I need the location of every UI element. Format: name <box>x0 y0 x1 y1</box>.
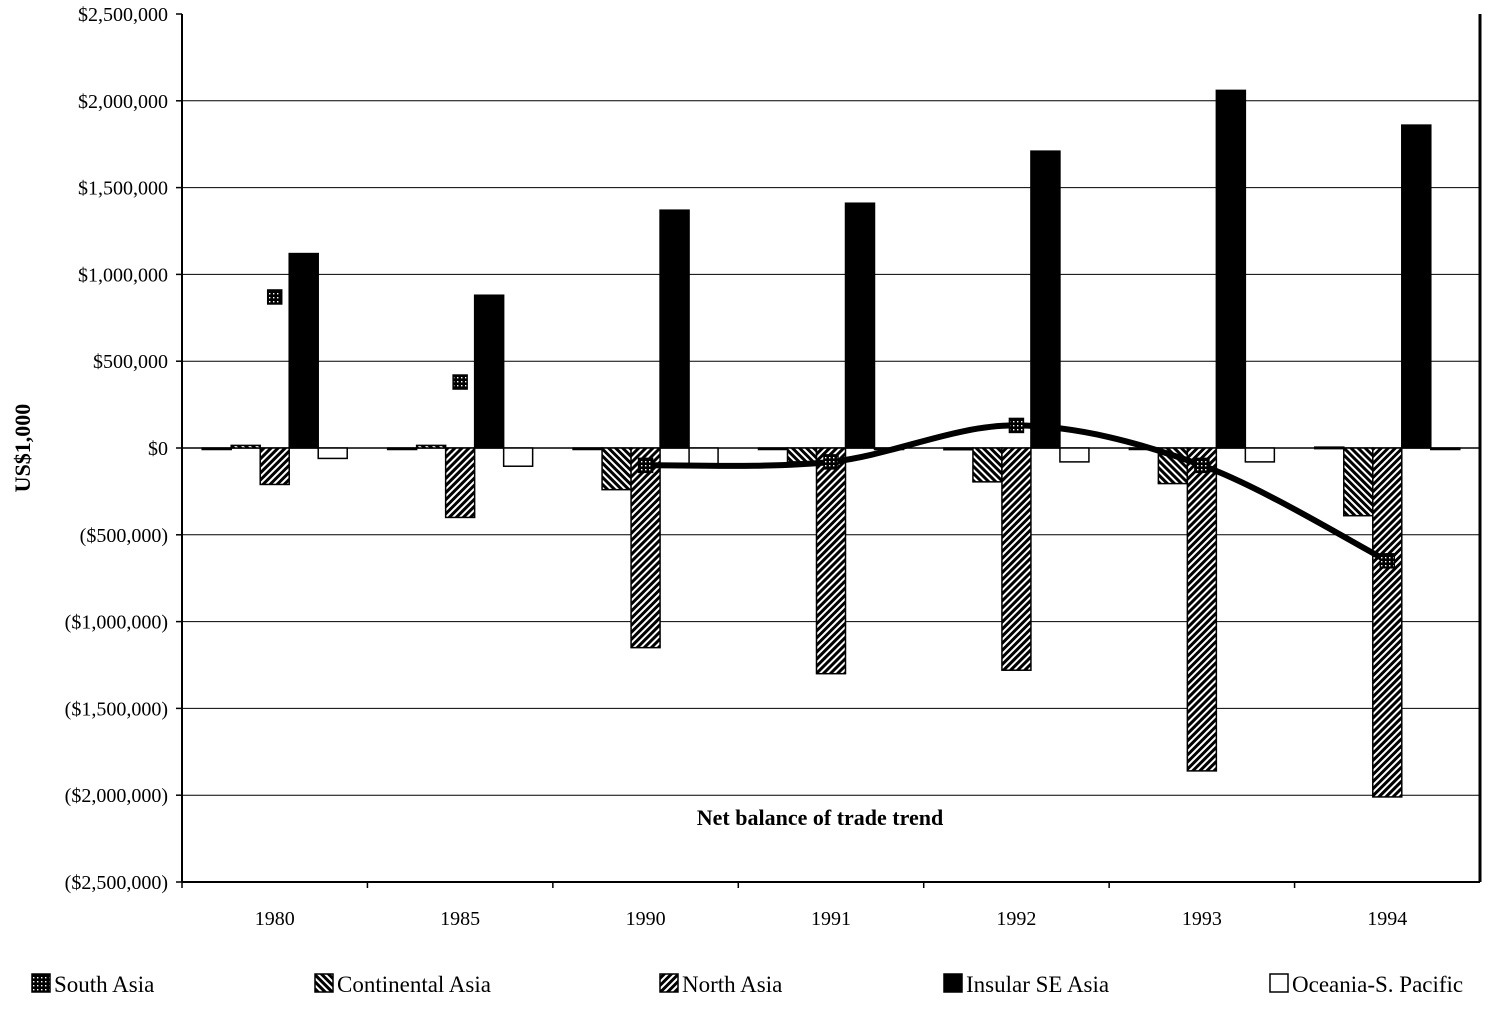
legend-swatch-icon <box>1269 973 1289 993</box>
trend-marker-1991 <box>823 454 839 470</box>
y-tick-label: ($500,000) <box>80 525 168 547</box>
trend-line <box>266 289 1396 569</box>
bar-continental-asia-1991 <box>786 447 818 463</box>
bar-south-asia-1992 <box>943 447 974 451</box>
legend-label: Oceania-S. Pacific <box>1292 972 1463 997</box>
bar-insular-se-asia-1991 <box>844 202 876 449</box>
legend-swatch-icon <box>31 973 51 993</box>
y-tick-label: $2,000,000 <box>78 91 168 113</box>
legend-label: Insular SE Asia <box>966 972 1109 997</box>
bar-north-asia-1994 <box>1372 447 1403 798</box>
bar-insular-se-asia-1994 <box>1401 124 1432 449</box>
bar-south-asia-1985 <box>386 447 418 451</box>
trend-marker-1994 <box>1379 553 1396 569</box>
y-tick-label: $0 <box>148 438 168 460</box>
y-tick-label: ($2,500,000) <box>65 872 168 894</box>
y-tick-label: ($1,000,000) <box>65 612 168 634</box>
x-axis-ticks: 1980 1985 1990 1991 1992 1993 1994 <box>181 882 1407 930</box>
y-tick-label: $500,000 <box>93 351 168 373</box>
x-tick-label: 1980 <box>255 908 295 930</box>
bar-insular-se-asia-1985 <box>473 294 505 449</box>
trend-marker-1990 <box>637 457 654 474</box>
y-tick-label: $1,500,000 <box>78 178 168 200</box>
bar-continental-asia-1994 <box>1343 447 1374 517</box>
bar-oceania-s-pacific-1980 <box>317 447 348 460</box>
bars <box>201 89 1461 798</box>
trend-marker-1985 <box>452 374 468 390</box>
legend-swatch-icon <box>659 973 679 993</box>
x-tick-label: 1991 <box>811 908 851 930</box>
bar-insular-se-asia-1990 <box>659 209 690 449</box>
legend-label: North Asia <box>682 972 782 997</box>
x-tick-label: 1990 <box>626 908 666 930</box>
bar-oceania-s-pacific-1992 <box>1059 447 1090 463</box>
bar-south-asia-1990 <box>572 447 603 451</box>
trend-marker-1992 <box>1008 417 1025 434</box>
bar-continental-asia-1980 <box>230 444 261 449</box>
legend: South Asia Continental Asia North Asia Insu… <box>31 972 1463 997</box>
bar-insular-se-asia-1980 <box>288 252 319 449</box>
y-tick-label: ($2,000,000) <box>65 785 168 807</box>
bar-continental-asia-1992 <box>972 447 1003 483</box>
bar-south-asia-1991 <box>757 447 789 451</box>
bar-north-asia-1991 <box>815 447 847 675</box>
bar-oceania-s-pacific-1994 <box>1430 447 1461 451</box>
bar-south-asia-1980 <box>201 447 232 451</box>
bar-insular-se-asia-1993 <box>1215 89 1247 449</box>
axes <box>181 14 1482 883</box>
bar-north-asia-1993 <box>1186 447 1218 772</box>
trend-marker-1993 <box>1194 457 1210 474</box>
legend-label: South Asia <box>54 972 154 997</box>
y-axis-label: US$1,000 <box>10 404 35 493</box>
legend-label: Continental Asia <box>337 972 491 997</box>
bar-north-asia-1990 <box>630 447 661 649</box>
bar-north-asia-1980 <box>259 447 290 486</box>
y-tick-label: $2,500,000 <box>78 4 168 26</box>
legend-swatch-icon <box>943 973 963 993</box>
legend-swatch-icon <box>314 973 334 993</box>
chart-annotation: Net balance of trade trend <box>697 805 943 830</box>
x-tick-label: 1992 <box>996 908 1036 930</box>
bar-insular-se-asia-1992 <box>1030 150 1061 449</box>
bar-south-asia-1994 <box>1314 446 1345 450</box>
bar-oceania-s-pacific-1993 <box>1244 447 1276 463</box>
bar-continental-asia-1990 <box>601 447 632 491</box>
y-axis-ticks: $2,500,000 $2,000,000 $1,500,000 $1,000,000… <box>65 4 182 894</box>
x-tick-label: 1994 <box>1367 908 1407 930</box>
bar-north-asia-1992 <box>1001 447 1032 671</box>
trend-marker-1980 <box>266 289 283 305</box>
y-tick-label: ($1,500,000) <box>65 698 168 720</box>
bar-oceania-s-pacific-1985 <box>502 447 534 467</box>
bar-continental-asia-1985 <box>415 444 447 449</box>
y-tick-label: $1,000,000 <box>78 264 168 286</box>
x-tick-label: 1985 <box>440 908 480 930</box>
x-tick-label: 1993 <box>1182 908 1222 930</box>
bar-north-asia-1985 <box>444 447 476 519</box>
